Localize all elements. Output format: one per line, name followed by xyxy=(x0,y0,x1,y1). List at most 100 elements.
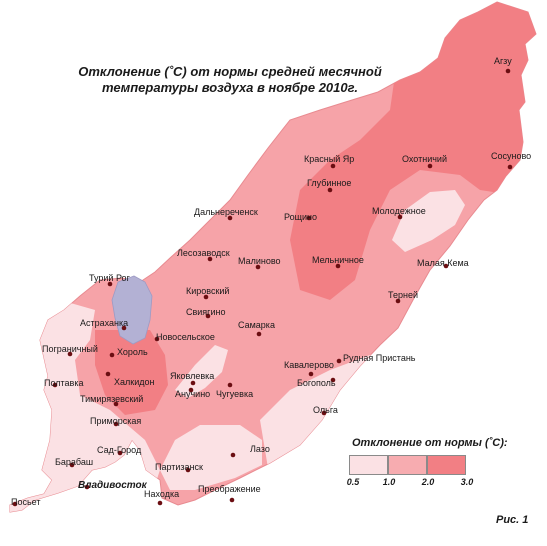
zone-low-chuguevka xyxy=(160,425,262,490)
city-dot xyxy=(107,281,113,287)
city-malaya-kema: Малая Кема xyxy=(417,258,469,269)
city-dot xyxy=(154,336,160,342)
city-khorol: Хороль xyxy=(109,347,148,358)
city-bogopol: Богополь xyxy=(297,377,336,388)
city-astrakhanka: Астраханка xyxy=(80,318,128,331)
city-dot xyxy=(306,215,312,221)
legend-swatch-mid xyxy=(388,455,427,475)
zone-high-southwest xyxy=(95,330,168,415)
city-dot xyxy=(113,401,119,407)
city-dot xyxy=(507,164,513,170)
city-label: Владивосток xyxy=(78,480,148,491)
city-kirovskiy: Кировский xyxy=(186,286,229,300)
city-anuchino: Анучино xyxy=(175,387,210,399)
city-dot xyxy=(336,358,342,364)
city-dot xyxy=(69,462,75,468)
city-dot xyxy=(227,215,233,221)
city-label: Ольга xyxy=(313,405,338,415)
city-dot xyxy=(397,214,403,220)
city-chuguevka: Чугуевка xyxy=(216,382,253,399)
zone-low-molodezhnoe xyxy=(392,190,465,252)
city-label: Сосуново xyxy=(491,151,531,161)
city-label: Терней xyxy=(388,290,418,300)
city-dot xyxy=(117,450,123,456)
city-label: Лесозаводск xyxy=(177,248,230,258)
city-label: Малая Кема xyxy=(417,258,469,268)
legend-swatch-low xyxy=(349,455,388,475)
city-malinovo: Малиново xyxy=(238,256,281,270)
city-dot xyxy=(67,351,73,357)
city-label: Астраханка xyxy=(80,318,128,328)
city-terney: Терней xyxy=(388,290,418,304)
map-title: Отклонение (˚С) от нормы средней месячно… xyxy=(40,64,420,96)
city-label: Свиягино xyxy=(186,307,225,317)
city-yakovlevka: Яковлевка xyxy=(170,371,214,386)
city-dot xyxy=(427,163,433,169)
city-dot xyxy=(84,484,90,490)
city-dot xyxy=(330,163,336,169)
city-label: Партизанск xyxy=(155,462,203,472)
city-label: Находка xyxy=(144,489,179,499)
zone-high-north xyxy=(290,2,536,300)
city-label: Малиново xyxy=(238,256,281,266)
city-dot xyxy=(207,256,213,262)
city-agzu: Агзу xyxy=(494,56,512,74)
city-label: Глубинное xyxy=(307,178,351,188)
legend-swatch-high xyxy=(427,455,466,475)
city-label: Сад-Город xyxy=(97,445,142,455)
city-label: Красный Яр xyxy=(304,154,354,164)
city-novoselskoe: Новосельское xyxy=(154,332,215,342)
city-dot xyxy=(335,263,341,269)
city-dot xyxy=(321,410,327,416)
figure-caption: Рис. 1 xyxy=(496,514,529,526)
city-dot xyxy=(185,467,191,473)
city-dot xyxy=(109,352,115,358)
city-sviyagino: Свиягино xyxy=(186,307,225,319)
city-label: Полтавка xyxy=(44,378,83,388)
city-dot xyxy=(230,452,236,458)
city-label: Пограничный xyxy=(42,344,98,354)
city-label: Чугуевка xyxy=(216,389,253,399)
city-label: Мельничное xyxy=(312,255,364,265)
city-label: Посьет xyxy=(11,497,41,507)
legend-tick-3: 3.0 xyxy=(460,477,474,487)
city-label: Молодежное xyxy=(372,206,426,216)
city-dot xyxy=(330,377,336,383)
city-label: Хороль xyxy=(117,347,148,357)
legend-tick-0: 0.5 xyxy=(346,477,360,487)
city-barabash: Барабаш xyxy=(55,457,93,468)
city-timiryazevskiy: Тимирязевский xyxy=(80,394,143,407)
city-poltavka: Полтавка xyxy=(44,378,83,388)
legend-bar xyxy=(349,455,466,475)
city-dot xyxy=(308,371,314,377)
city-melnichnoe: Мельничное xyxy=(312,255,364,269)
city-label: Самарка xyxy=(238,320,275,330)
city-label: Новосельское xyxy=(156,332,215,342)
city-label: Агзу xyxy=(494,56,512,66)
city-glubinnoe: Глубинное xyxy=(307,178,351,193)
city-dot xyxy=(157,500,163,506)
city-label: Лазо xyxy=(250,444,270,454)
city-dot xyxy=(188,387,194,393)
city-label: Приморская xyxy=(90,416,141,426)
city-pogranichny: Пограничный xyxy=(42,344,98,357)
city-label: Богополь xyxy=(297,378,336,388)
city-dot xyxy=(121,325,127,331)
city-label: Кавалерово xyxy=(284,360,334,370)
city-olga: Ольга xyxy=(313,405,338,416)
zone-low-anuchino xyxy=(175,345,228,398)
city-dot xyxy=(190,380,196,386)
city-samarka: Самарка xyxy=(238,320,275,337)
city-label: Тимирязевский xyxy=(80,394,143,404)
legend-tick-1: 1.0 xyxy=(382,477,396,487)
city-lesozavodsk: Лесозаводск xyxy=(177,248,230,262)
city-dot xyxy=(443,263,449,269)
city-preobrazhenie: Преображение xyxy=(198,484,261,503)
city-label: Рощино xyxy=(284,212,317,222)
city-dot xyxy=(327,187,333,193)
city-label: Охотничий xyxy=(402,154,447,164)
city-label: Преображение xyxy=(198,484,261,494)
city-partizansk: Партизанск xyxy=(155,462,203,473)
legend-tick-2: 2.0 xyxy=(421,477,435,487)
city-roshchino: Рощино xyxy=(284,212,317,222)
